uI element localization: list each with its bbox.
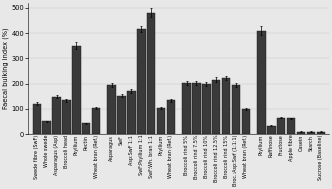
Bar <box>212 80 220 134</box>
Bar <box>297 132 305 134</box>
Bar <box>147 13 155 134</box>
Bar <box>62 101 71 134</box>
Bar <box>316 132 325 134</box>
Bar <box>267 126 276 134</box>
Bar <box>117 96 126 134</box>
Bar <box>232 85 240 134</box>
Bar <box>307 132 315 134</box>
Bar <box>33 104 41 134</box>
Bar <box>82 123 90 134</box>
Bar <box>127 91 136 134</box>
Bar <box>52 97 61 134</box>
Bar <box>182 83 191 134</box>
Bar <box>92 108 100 134</box>
Bar <box>277 118 286 134</box>
Bar <box>222 78 230 134</box>
Bar <box>202 84 210 134</box>
Y-axis label: Faecal bulking index (%): Faecal bulking index (%) <box>3 28 9 109</box>
Bar <box>287 118 295 134</box>
Bar <box>167 101 175 134</box>
Bar <box>137 29 145 134</box>
Bar <box>257 31 266 134</box>
Bar <box>42 121 51 134</box>
Bar <box>242 109 250 134</box>
Bar <box>192 83 201 134</box>
Bar <box>72 46 81 134</box>
Bar <box>157 108 165 134</box>
Bar <box>107 85 116 134</box>
